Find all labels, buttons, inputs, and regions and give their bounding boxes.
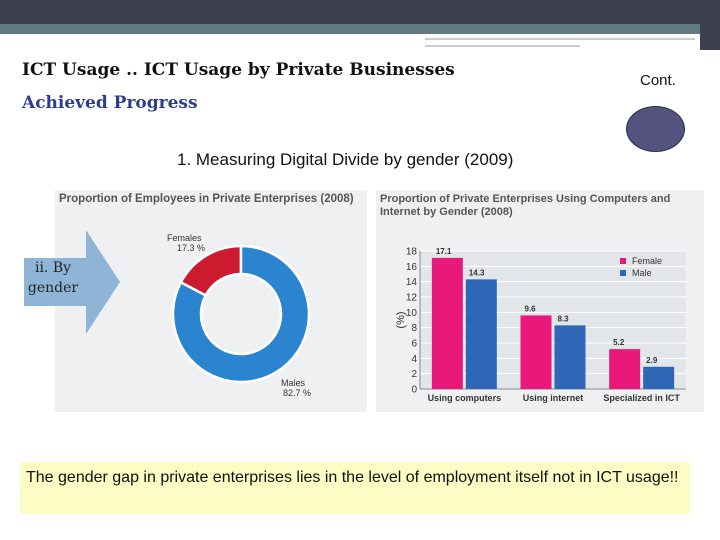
divider-line [425, 45, 580, 47]
bar-data-label: 5.2 [613, 338, 625, 347]
y-axis-label: (%) [395, 311, 407, 328]
donut-slice-males [171, 244, 311, 384]
bar-female-1 [520, 315, 552, 389]
bar-chart-title: Proportion of Private Enterprises Using … [380, 193, 671, 218]
y-tick-label: 6 [411, 339, 417, 350]
cont-label: Cont. [640, 72, 676, 89]
donut-value-females: 17.3 % [177, 243, 205, 253]
top-corner-block [700, 0, 720, 50]
legend-swatch-female [620, 258, 626, 264]
y-tick-label: 16 [406, 262, 418, 273]
x-category-label: Using computers [428, 393, 502, 403]
y-tick-label: 2 [411, 369, 417, 380]
bar-data-label: 9.6 [525, 304, 537, 313]
y-tick-label: 8 [411, 323, 417, 334]
note-text: The gender gap in private enterprises li… [26, 469, 679, 486]
bar-female-0 [431, 257, 463, 389]
decorative-oval [626, 106, 685, 152]
note-box: The gender gap in private enterprises li… [20, 462, 690, 514]
y-tick-label: 0 [411, 385, 417, 396]
bar-data-label: 17.1 [436, 247, 452, 256]
donut-label-males: Males [281, 378, 306, 388]
bar-chart-panel: Proportion of Private Enterprises Using … [376, 190, 704, 412]
y-tick-label: 10 [406, 308, 418, 319]
bar-male-2 [643, 366, 675, 389]
x-category-label: Using internet [523, 393, 584, 403]
y-tick-label: 18 [406, 247, 418, 258]
bar-chart: 0 2 4 6 8 10 12 14 16 18 (%) 17.1 14.3 Using computer… [395, 247, 686, 403]
bar-data-label: 8.3 [558, 314, 570, 323]
y-tick-label: 14 [406, 277, 418, 288]
bar-male-0 [465, 279, 497, 389]
slide-title: ICT Usage .. ICT Usage by Private Busine… [22, 60, 455, 80]
bar-data-label: 2.9 [646, 356, 658, 365]
bar-data-label: 14.3 [469, 268, 485, 277]
y-tick-label: 12 [406, 293, 418, 304]
top-bar [0, 0, 720, 24]
legend-label-female: Female [632, 256, 662, 266]
legend-label-male: Male [632, 268, 652, 278]
bar-female-2 [609, 349, 641, 389]
legend-swatch-male [620, 270, 626, 276]
slide-subtitle: Achieved Progress [22, 93, 198, 113]
y-tick-label: 4 [411, 354, 417, 365]
top-accent-bar [0, 24, 720, 34]
section-heading: 1. Measuring Digital Divide by gender (2… [177, 150, 514, 169]
arrow-label: ii. By gender [27, 260, 79, 296]
x-category-label: Specialized in ICT [603, 393, 680, 403]
right-arrow-shape [24, 230, 120, 334]
donut-chart-title: Proportion of Employees in Private Enter… [59, 193, 354, 205]
donut-label-females: Females [167, 233, 202, 243]
divider-line [425, 38, 695, 40]
donut-value-males: 82.7 % [283, 388, 311, 398]
bar-male-1 [554, 325, 586, 389]
